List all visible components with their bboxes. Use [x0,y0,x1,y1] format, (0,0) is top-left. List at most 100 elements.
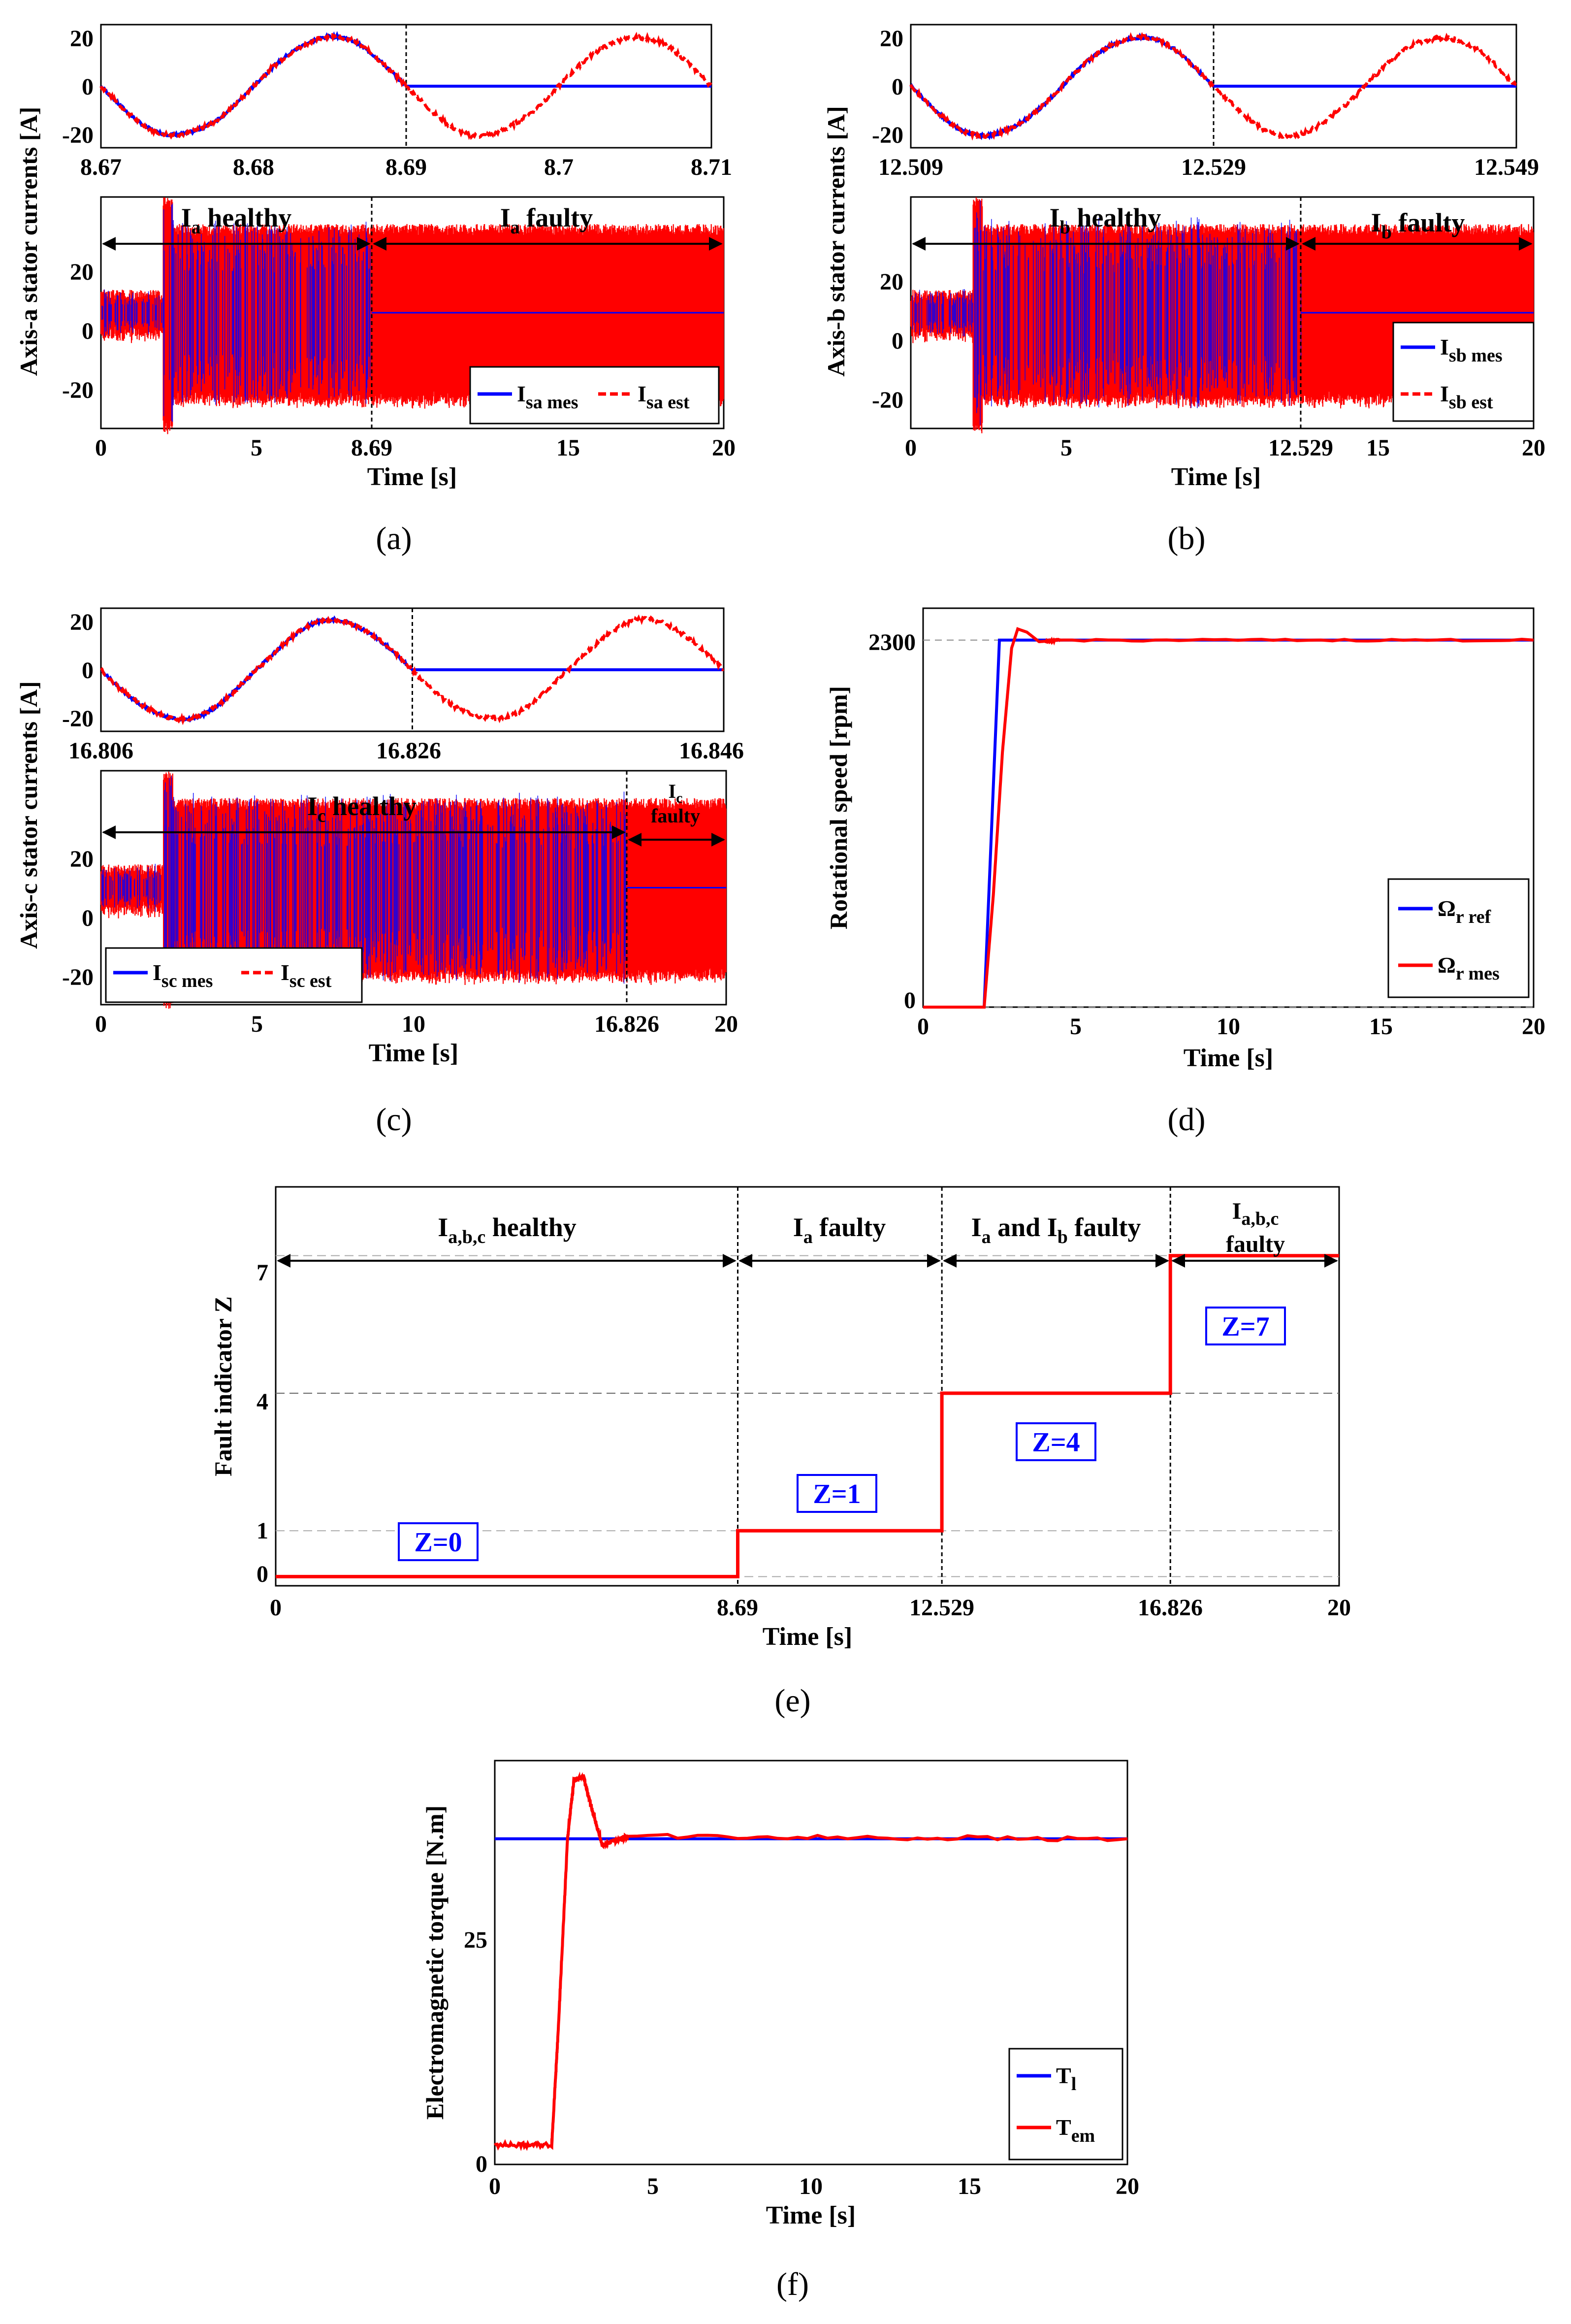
panel-f: 25 0 0 5 10 15 20 Time [s] Electromagnet… [421,1760,1139,2302]
segment-label-abc-faulty-symbol: Ia,b,c [1232,1198,1279,1229]
tick-label: 7 [256,1260,268,1286]
tick-label: 0 [270,1595,282,1621]
faulty-annotation-symbol: Ic [669,780,683,806]
tick-label: 20 [880,269,903,295]
series-line-mes [101,776,626,1000]
tick-label: 8.7 [544,154,574,180]
tick-label: 10 [799,2173,823,2199]
tick-label: 12.509 [878,154,943,180]
legend: Isb mes Isb est [1392,322,1535,422]
legend-label-mes: Isa mes [517,381,578,413]
panel-b-zoom-axes: 20 0 -20 12.509 12.529 12.549 [872,24,1539,180]
panel-b-main-axes: Ib healthy Ib faulty 20 0 -20 0 5 12.529… [872,196,1545,491]
panel-c-zoom-axes: 20 0 -20 16.806 16.826 16.846 [62,607,744,764]
segment-label-abc-faulty-text: faulty [1226,1231,1285,1257]
y-axis-label: Axis-c stator currents [A] [15,681,42,949]
x-axis-label: Time [s] [763,1623,852,1651]
legend-label-mes: Ωr mes [1438,952,1500,984]
tick-label: 0 [82,657,94,684]
legend-label-mes: Isc mes [153,960,213,991]
legend-label-tem: Tem [1056,2115,1095,2146]
panel-d-plot [923,627,1534,1009]
tick-label: 20 [70,26,94,52]
panel-e: 7 4 1 0 0 8.69 12.529 16.826 20 Time [s]… [209,1186,1351,1719]
tick-label: 15 [1369,1014,1393,1040]
y-axis-label: Rotational speed [rpm] [825,686,852,929]
x-axis-label: Time [s] [766,2201,856,2229]
healthy-annotation: Ib healthy [1050,203,1161,238]
y-axis-label: Axis-a stator currents [A] [15,107,42,376]
tick-label: 10 [1217,1014,1240,1040]
legend: Tl Tem [1008,2048,1123,2160]
series-line-mes [923,627,1534,1009]
tick-label: -20 [872,387,903,413]
tick-label: 5 [251,1011,263,1037]
series-line-est [909,32,1517,141]
tick-label: 1 [256,1518,268,1544]
tick-label: 8.69 [717,1595,758,1621]
tick-label: 0 [95,435,107,461]
segment-label-healthy: Ia,b,c healthy [438,1212,577,1247]
tick-label: 0 [82,318,94,344]
tick-label: 20 [1522,1014,1545,1040]
tick-label: 5 [647,2173,659,2199]
tick-label: -20 [62,706,94,732]
tick-label: 20 [1327,1595,1351,1621]
faulty-annotation: Ia faulty [500,203,593,238]
tick-label: 20 [70,259,94,285]
panel-c-main-plot [100,771,727,1009]
tick-label: 15 [958,2173,981,2199]
segment-label-a-faulty: Ia faulty [793,1212,886,1247]
z0-badge: Z=0 [398,1522,479,1561]
tick-label: -20 [62,377,94,403]
tick-label: 12.529 [1181,154,1246,180]
tick-label: 20 [712,435,736,461]
tick-label: 5 [1070,1014,1082,1040]
tick-label: 5 [1060,435,1072,461]
z7-badge: Z=7 [1205,1307,1286,1345]
panel-a-zoom-plot [99,25,712,148]
panel-c-zoom-plot [100,608,724,731]
tick-label: 0 [892,74,903,100]
tick-label: 20 [70,609,94,635]
y-axis-label: Axis-b stator currents [A] [822,106,850,376]
tick-label: 25 [464,1927,487,1953]
panel-d: 2300 0 0 5 10 15 20 Time [s] Rotational … [825,607,1545,1138]
x-axis-label: Time [s] [1171,463,1261,491]
tick-label: 16.826 [594,1011,659,1037]
panel-e-frame [275,1186,1340,1587]
legend: Isc mes Isc est [105,947,363,1003]
tick-label: 0 [82,74,94,100]
panel-a-main-axes: Ia healthy Ia faulty 20 0 -20 0 5 8.69 1… [62,196,736,491]
legend-label-est: Isc est [281,960,332,991]
svg-text:Z=4: Z=4 [1032,1427,1080,1458]
legend-label-est: Isa est [638,381,690,413]
y-axis-label: Fault indicator Z [209,1296,237,1476]
tick-label: 0 [892,328,903,354]
tick-label: 0 [905,435,917,461]
panel-b-zoom-plot [909,25,1517,148]
z4-badge: Z=4 [1016,1422,1096,1461]
legend-label-est: Isb est [1440,381,1493,413]
tick-label: 16.846 [679,738,744,764]
tick-label: 12.529 [909,1595,974,1621]
legend-label-mes: Isb mes [1440,334,1503,366]
series-line-est [100,614,724,725]
x-axis-label: Time [s] [1184,1044,1273,1072]
tick-label: 2300 [868,629,916,655]
tick-label: 4 [256,1389,268,1415]
tick-label: 0 [82,905,94,931]
tick-label: 16.806 [68,738,133,764]
x-axis-label: Time [s] [369,1039,458,1067]
legend: Ωr ref Ωr mes [1387,878,1530,998]
panel-c: 20 0 -20 16.806 16.826 16.846 Ic healthy… [15,607,744,1138]
segment-label-ab-faulty: Ia and Ib faulty [971,1212,1141,1247]
tick-label: 0 [917,1014,929,1040]
legend-label-tl: Tl [1056,2063,1076,2095]
series-line-z [276,1254,1339,1578]
y-axis-label: Electromagnetic torque [N.m] [421,1805,449,2120]
healthy-annotation: Ic healthy [307,791,417,826]
panel-f-plot [494,1771,1128,2152]
tick-label: 0 [256,1561,268,1587]
